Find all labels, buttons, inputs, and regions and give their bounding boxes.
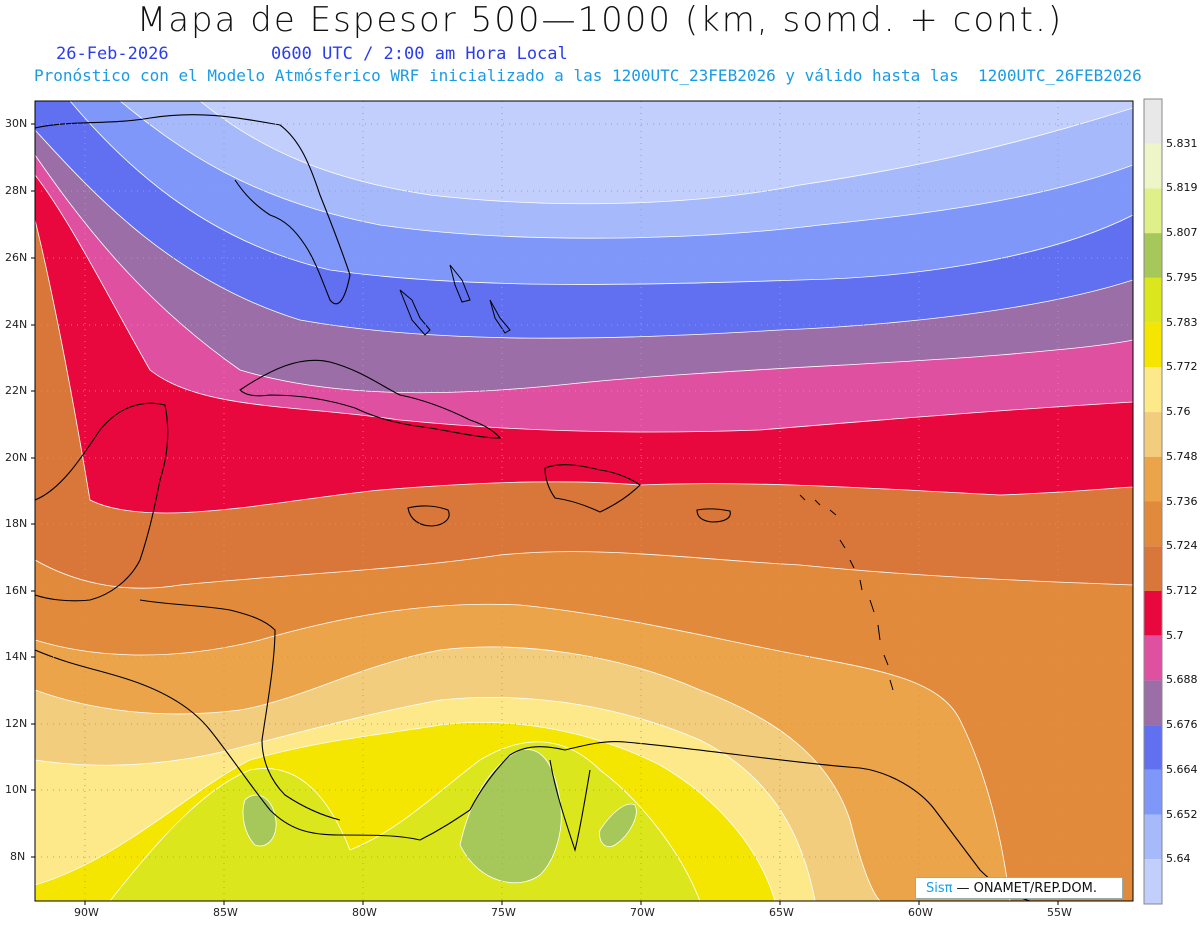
colorbar-swatch <box>1144 188 1162 234</box>
colorbar-swatch <box>1144 859 1162 904</box>
sispi-logo: Sisπ <box>926 880 953 896</box>
colorbar-level-label: 5.664 <box>1166 762 1198 776</box>
colorbar-level-label: 5.7 <box>1166 628 1184 642</box>
band-5807c <box>599 803 637 847</box>
colorbar-swatch <box>1144 814 1162 860</box>
lat-label-18n: 18N <box>5 517 28 530</box>
colorbar-level-label: 5.783 <box>1166 315 1198 329</box>
thickness-bands <box>35 101 1133 901</box>
credit-box: Sisπ — ONAMET/REP.DOM. <box>915 877 1123 899</box>
lat-label-24n: 24N <box>5 318 28 331</box>
colorbar-level-label: 5.64 <box>1166 852 1191 866</box>
colorbar-level-label: 5.748 <box>1166 449 1198 463</box>
colorbar-level-label: 5.76 <box>1166 405 1191 419</box>
colorbar-swatch <box>1144 412 1162 457</box>
colorbar-level-label: 5.831 <box>1166 136 1198 150</box>
map-title: Mapa de Espesor 500—1000 (km, somd. + co… <box>136 0 1064 40</box>
colorbar-swatch <box>1144 143 1162 189</box>
colorbar-swatch <box>1144 769 1162 815</box>
colorbar-swatch <box>1144 367 1162 413</box>
colorbar-level-label: 5.819 <box>1166 181 1198 195</box>
lat-label-10n: 10N <box>5 783 28 796</box>
yucatan-coast <box>35 402 169 602</box>
cuba-coast <box>239 359 502 439</box>
hispaniola-coast <box>544 464 641 513</box>
colorbar-level-label: 5.688 <box>1166 673 1198 687</box>
jamaica-coast <box>407 505 450 527</box>
lat-label-12n: 12N <box>5 717 28 730</box>
lon-label-70w: 70W <box>630 906 655 919</box>
lat-label-16n: 16N <box>5 584 28 597</box>
lon-label-90w: 90W <box>74 906 99 919</box>
date-time-line: 26-Feb-2026 0600 UTC / 2:00 am Hora Loca… <box>56 44 568 64</box>
colorbar <box>1143 98 1163 905</box>
lat-label-22n: 22N <box>5 384 28 397</box>
coastlines <box>35 114 1031 901</box>
colorbar-level-label: 5.724 <box>1166 539 1198 553</box>
colorbar-swatch <box>1144 277 1162 323</box>
lat-label-28n: 28N <box>5 184 28 197</box>
lon-label-75w: 75W <box>491 906 516 919</box>
colorbar-swatch <box>1144 456 1162 502</box>
central-america-coast <box>35 649 471 841</box>
colorbar-level-label: 5.712 <box>1166 583 1198 597</box>
florida-coast <box>35 114 351 305</box>
puerto-rico-coast <box>696 508 731 523</box>
colorbar-level-label: 5.772 <box>1166 360 1198 374</box>
lesser-antilles <box>839 539 894 691</box>
central-america-east <box>139 599 341 821</box>
colorbar-swatch <box>1144 590 1162 636</box>
gridlines <box>35 101 1133 901</box>
credit-text: — ONAMET/REP.DOM. <box>956 880 1097 896</box>
forecast-info: Pronóstico con el Modelo Atmósferico WRF… <box>34 66 1142 85</box>
lon-label-85w: 85W <box>213 906 238 919</box>
lon-label-55w: 55W <box>1047 906 1072 919</box>
band-5807 <box>459 748 562 884</box>
venezuela-gulf <box>549 759 591 852</box>
colorbar-swatch <box>1144 635 1162 681</box>
lat-label-14n: 14N <box>5 650 28 663</box>
date-label: 26-Feb-2026 <box>56 44 169 64</box>
colorbar-swatch <box>1144 233 1162 278</box>
colorbar-level-label: 5.795 <box>1166 270 1198 284</box>
lat-label-20n: 20N <box>5 451 28 464</box>
time-label: 0600 UTC / 2:00 am Hora Local <box>270 44 568 64</box>
lat-label-8n: 8N <box>10 850 26 863</box>
colorbar-swatch <box>1144 501 1162 547</box>
colorbar-swatch <box>1144 725 1162 770</box>
colorbar-level-label: 5.736 <box>1166 494 1198 508</box>
lat-label-30n: 30N <box>5 117 28 130</box>
colorbar-level-label: 5.807 <box>1166 226 1198 240</box>
lat-label-26n: 26N <box>5 251 28 264</box>
colorbar-swatch <box>1144 99 1162 144</box>
south-america-coast <box>469 741 1031 901</box>
lon-label-65w: 65W <box>769 906 794 919</box>
colorbar-swatch <box>1144 322 1162 368</box>
bahamas-island <box>399 289 431 336</box>
colorbar-level-label: 5.676 <box>1166 718 1198 732</box>
lon-label-60w: 60W <box>908 906 933 919</box>
bahamas-island-3 <box>489 299 511 334</box>
colorbar-frame <box>1143 98 1163 905</box>
bahamas-island-2 <box>449 264 471 303</box>
islands <box>399 264 894 691</box>
colorbar-level-label: 5.652 <box>1166 807 1198 821</box>
colorbar-swatch <box>1144 546 1162 591</box>
colorbar-swatch <box>1144 680 1162 726</box>
tick-marks <box>31 123 1059 905</box>
antilles-small <box>799 494 837 516</box>
map-frame <box>34 100 1134 902</box>
lon-label-80w: 80W <box>352 906 377 919</box>
